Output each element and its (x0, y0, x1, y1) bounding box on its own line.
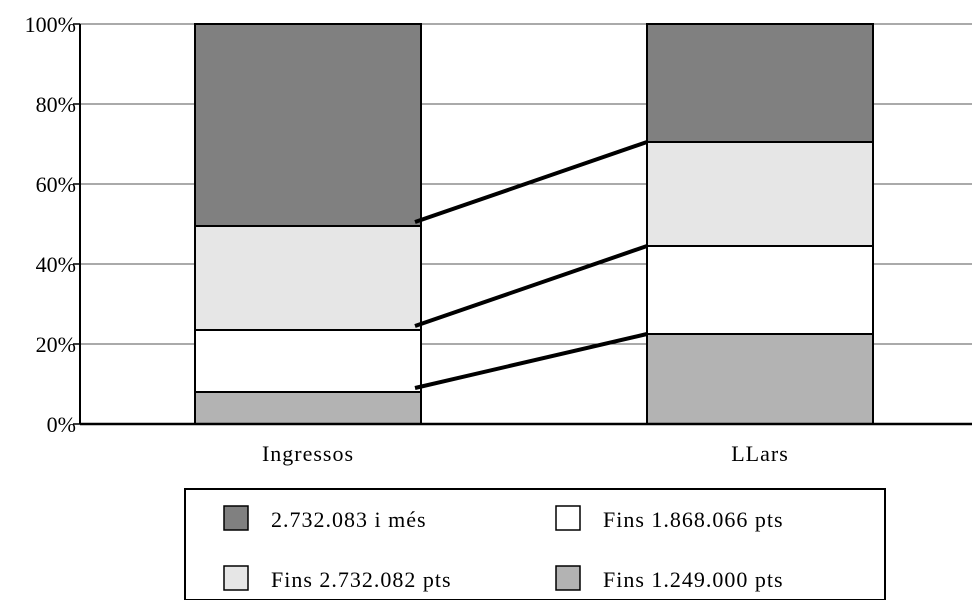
connector-line (414, 332, 648, 390)
y-tick-label: 0% (47, 412, 76, 437)
legend-swatch (223, 565, 249, 591)
legend-swatch (223, 505, 249, 531)
bars (194, 23, 874, 425)
legend-label: Fins 1.868.066 pts (603, 507, 784, 532)
legend: 2.732.083 i més Fins 1.868.066 pts Fins 2.… (184, 488, 886, 600)
bar-segment (646, 333, 874, 425)
x-axis-labels: Ingressos LLars (262, 441, 789, 466)
y-tick-label: 40% (36, 252, 76, 277)
bar-segment (194, 225, 422, 331)
bar-segment (646, 245, 874, 335)
bar-segment (194, 23, 422, 227)
legend-label: Fins 2.732.082 pts (271, 567, 452, 592)
y-tick-label: 20% (36, 332, 76, 357)
connector-line (414, 244, 648, 328)
x-category-label: Ingressos (262, 441, 354, 466)
y-tick-label: 60% (36, 172, 76, 197)
bar-segment (646, 141, 874, 247)
bar-segment (194, 329, 422, 393)
legend-box (184, 488, 886, 600)
y-axis-ticks: 0% 20% 40% 60% 80% 100% (25, 12, 80, 437)
x-category-label: LLars (731, 441, 789, 466)
axes (79, 24, 972, 426)
legend-label: 2.732.083 i més (271, 507, 427, 532)
connector-line (414, 140, 648, 224)
connector-lines (414, 140, 648, 390)
y-tick-label: 100% (25, 12, 76, 37)
y-tick-label: 80% (36, 92, 76, 117)
legend-label: Fins 1.249.000 pts (603, 567, 784, 592)
legend-swatch (555, 565, 581, 591)
bar-segment (194, 391, 422, 425)
legend-swatch (555, 505, 581, 531)
bar-segment (646, 23, 874, 143)
